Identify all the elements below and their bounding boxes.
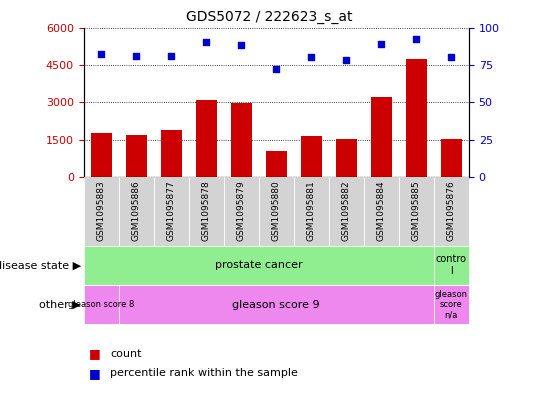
FancyBboxPatch shape — [119, 285, 434, 324]
Text: disease state ▶: disease state ▶ — [0, 260, 81, 270]
Point — [447, 54, 456, 61]
Text: GSM1095882: GSM1095882 — [342, 180, 351, 241]
Text: contro
l: contro l — [436, 255, 467, 276]
Text: GSM1095881: GSM1095881 — [307, 180, 316, 241]
Text: GSM1095884: GSM1095884 — [377, 180, 386, 241]
Text: GSM1095879: GSM1095879 — [237, 180, 246, 241]
FancyBboxPatch shape — [294, 177, 329, 246]
Bar — [231, 103, 252, 177]
Text: GSM1095878: GSM1095878 — [202, 180, 211, 241]
FancyBboxPatch shape — [84, 177, 119, 246]
Text: GSM1095886: GSM1095886 — [132, 180, 141, 241]
Bar — [336, 139, 357, 177]
Text: count: count — [110, 349, 142, 359]
Text: GSM1095885: GSM1095885 — [412, 180, 421, 241]
Text: GDS5072 / 222623_s_at: GDS5072 / 222623_s_at — [186, 10, 353, 24]
Bar — [266, 151, 287, 177]
Bar — [301, 136, 322, 177]
FancyBboxPatch shape — [84, 285, 119, 324]
FancyBboxPatch shape — [224, 177, 259, 246]
Point — [237, 42, 246, 49]
FancyBboxPatch shape — [434, 246, 469, 285]
FancyBboxPatch shape — [119, 177, 154, 246]
Point — [342, 57, 351, 64]
FancyBboxPatch shape — [364, 177, 399, 246]
Point — [97, 51, 106, 57]
FancyBboxPatch shape — [259, 177, 294, 246]
Bar — [161, 130, 182, 177]
Point — [202, 39, 211, 46]
Text: GSM1095883: GSM1095883 — [96, 180, 106, 241]
Bar — [126, 135, 147, 177]
Point — [272, 66, 281, 72]
FancyBboxPatch shape — [189, 177, 224, 246]
FancyBboxPatch shape — [434, 177, 469, 246]
Text: GSM1095880: GSM1095880 — [272, 180, 281, 241]
Text: GSM1095877: GSM1095877 — [167, 180, 176, 241]
Point — [167, 53, 176, 59]
Point — [307, 54, 316, 61]
Point — [377, 41, 386, 47]
Text: GSM1095876: GSM1095876 — [447, 180, 456, 241]
Text: percentile rank within the sample: percentile rank within the sample — [110, 368, 299, 378]
Bar — [196, 100, 217, 177]
Text: prostate cancer: prostate cancer — [215, 260, 302, 270]
Text: gleason
score
n/a: gleason score n/a — [435, 290, 468, 320]
Text: gleason score 9: gleason score 9 — [232, 299, 320, 310]
FancyBboxPatch shape — [434, 285, 469, 324]
Text: ■: ■ — [89, 367, 101, 380]
Point — [412, 36, 421, 42]
Bar — [91, 133, 112, 177]
Text: ■: ■ — [89, 347, 101, 360]
FancyBboxPatch shape — [84, 246, 434, 285]
FancyBboxPatch shape — [154, 177, 189, 246]
Point — [132, 53, 140, 59]
Bar — [406, 59, 427, 177]
FancyBboxPatch shape — [329, 177, 364, 246]
Text: gleason score 8: gleason score 8 — [68, 300, 134, 309]
FancyBboxPatch shape — [399, 177, 434, 246]
Bar — [441, 139, 462, 177]
Text: other ▶: other ▶ — [39, 299, 81, 310]
Bar — [371, 97, 392, 177]
